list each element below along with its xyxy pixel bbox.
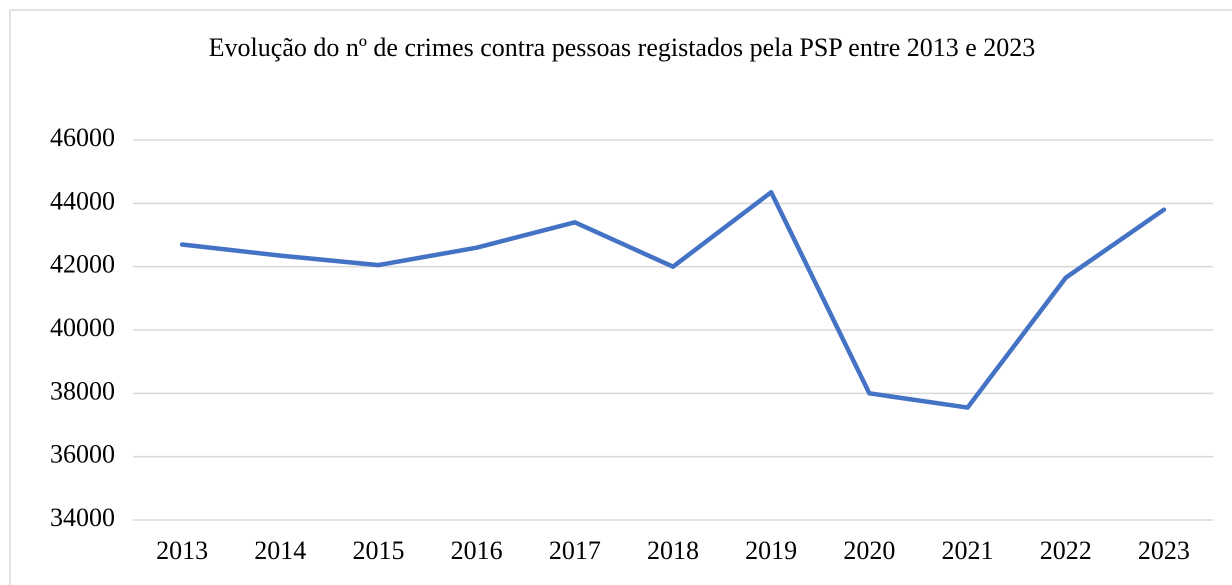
- y-tick-label: 34000: [50, 503, 115, 532]
- y-tick-label: 40000: [50, 313, 115, 342]
- x-tick-label: 2015: [352, 536, 404, 565]
- x-tick-label: 2013: [156, 536, 208, 565]
- y-tick-label: 46000: [50, 123, 115, 152]
- y-tick-label: 36000: [50, 440, 115, 469]
- line-series: [179, 190, 1167, 410]
- x-tick-label: 2014: [254, 536, 306, 565]
- x-tick-label: 2018: [647, 536, 699, 565]
- x-tick-label: 2023: [1138, 536, 1190, 565]
- x-tick-label: 2021: [942, 536, 994, 565]
- x-tick-label: 2020: [843, 536, 895, 565]
- y-tick-label: 44000: [50, 186, 115, 215]
- x-tick-label: 2022: [1040, 536, 1092, 565]
- chart-border: [9, 9, 1232, 585]
- y-tick-label: 38000: [50, 376, 115, 405]
- x-tick-label: 2019: [745, 536, 797, 565]
- x-tick-label: 2017: [549, 536, 601, 565]
- y-tick-label: 42000: [50, 250, 115, 279]
- x-tick-label: 2016: [451, 536, 503, 565]
- chart-title: Evolução do nº de crimes contra pessoas …: [209, 33, 1036, 62]
